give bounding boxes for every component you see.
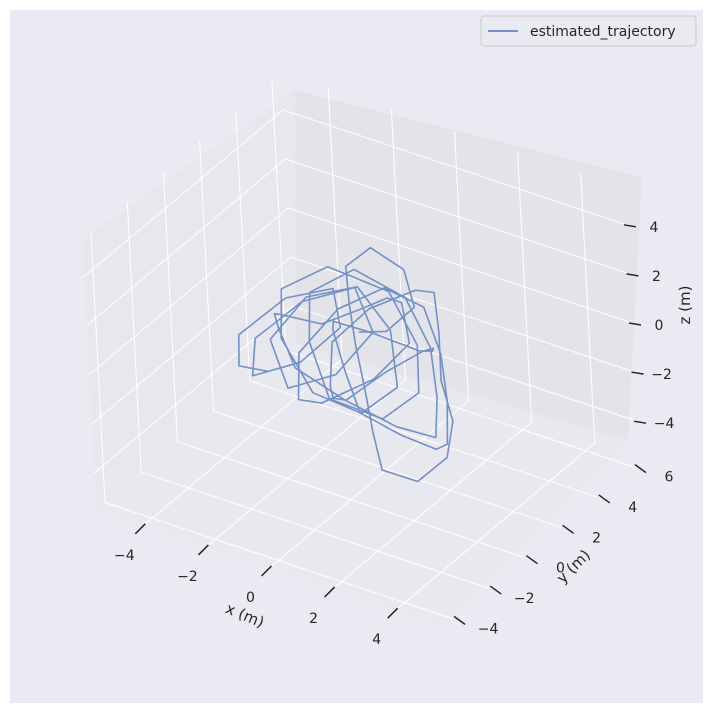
z-grid-back-3: [285, 158, 633, 276]
x-tick-0: [134, 523, 146, 535]
legend-box: [480, 15, 697, 47]
z-tick-label-0: −4: [654, 416, 675, 432]
y-grid-floor-0: [104, 501, 453, 619]
z-tick-4: [623, 224, 637, 228]
y-tick-label-3: 2: [592, 530, 601, 546]
y-grid-floor-1: [141, 471, 489, 589]
trajectory-layer: [238, 246, 454, 483]
z-grid-back-1: [290, 256, 638, 374]
y-grid-floor-5: [285, 350, 634, 468]
z-tick-3: [626, 273, 639, 277]
back-wall-pane: [295, 90, 642, 441]
legend: estimated_trajectory: [480, 15, 697, 47]
x-tick-3: [324, 586, 336, 598]
y-tick-0: [453, 615, 466, 626]
x-tick-label-3: 2: [309, 611, 318, 627]
axis-ticks: [134, 224, 647, 626]
z-tick-label-2: 0: [655, 318, 664, 334]
y-tick-2: [525, 555, 538, 565]
x-grid-floor-3: [332, 421, 532, 590]
x-tick-1: [197, 544, 209, 556]
z-tick-2: [628, 322, 642, 326]
x-tick-2: [260, 565, 273, 577]
z-grid-left-2: [88, 207, 289, 376]
y-tick-label-5: 6: [664, 470, 673, 486]
z-tick-label-4: 4: [649, 220, 658, 236]
tick-labels: −4 −2 0 2 4 −4 −2 0 2 4 6 −4 −2 0 2 4: [114, 220, 675, 648]
z-grid-back-2: [287, 207, 636, 325]
x-grid-floor-4: [395, 442, 596, 611]
z-axis-label: z (m): [676, 286, 694, 325]
z-tick-1: [631, 371, 644, 375]
floor-pane: [96, 343, 628, 626]
z-grid-left-4: [83, 109, 284, 278]
x-grid-floor-1: [206, 379, 406, 548]
z-grid-back-4: [282, 109, 631, 227]
legend-label-estimated-trajectory: estimated_trajectory: [530, 24, 676, 40]
x-tick-label-1: −2: [177, 569, 198, 585]
x-tick-label-0: −4: [114, 548, 135, 564]
y-tick-label-0: −4: [478, 621, 499, 637]
z-tick-label-1: −2: [651, 367, 672, 383]
z-tick-label-3: 2: [652, 269, 661, 285]
trajectory-line-0: [238, 246, 454, 483]
z-tick-0: [633, 420, 647, 424]
y-grid-floor-3: [213, 410, 561, 528]
y-tick-label-4: 4: [628, 500, 637, 516]
x-tick-4: [387, 607, 399, 619]
z-grid-left-1: [91, 256, 291, 425]
z-grid-left-3: [86, 158, 286, 327]
x-tick-label-4: 4: [372, 632, 381, 648]
y-tick-4: [598, 494, 611, 504]
y-tick-3: [562, 524, 575, 534]
y-tick-1: [489, 585, 502, 595]
y-tick-5: [634, 463, 647, 474]
grid-lines: [83, 80, 641, 619]
y-tick-label-1: −2: [514, 591, 535, 607]
x-tick-label-2: 0: [246, 590, 255, 606]
y-grid-floor-2: [177, 441, 525, 559]
y-tick-label-2: 0: [556, 561, 565, 577]
